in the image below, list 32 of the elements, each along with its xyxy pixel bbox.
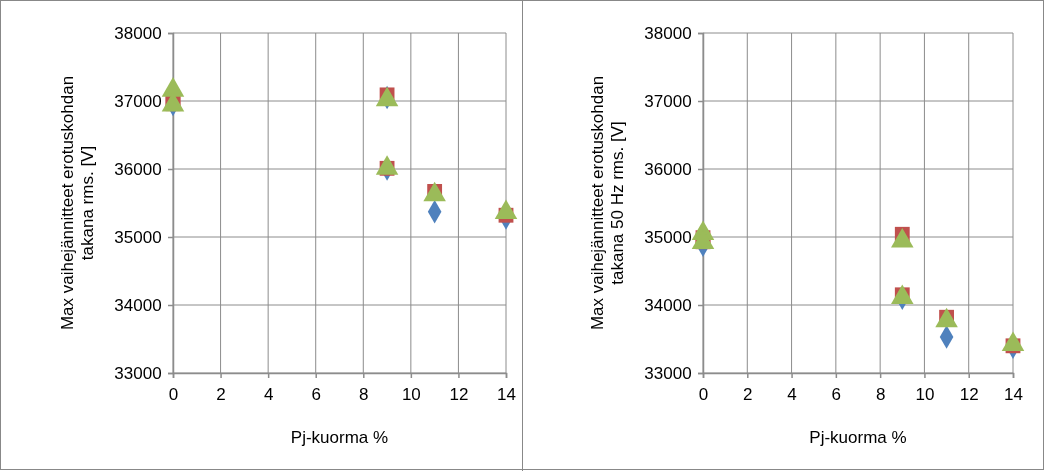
y-tick-label: 36000 <box>644 159 692 179</box>
x-tick-label: 10 <box>915 384 935 404</box>
x-tick-label: 12 <box>959 384 979 404</box>
x-tick-label: 14 <box>497 384 516 404</box>
x-tick-label: 0 <box>698 384 709 404</box>
x-tick-label: 2 <box>743 384 753 404</box>
y-tick-label: 33000 <box>644 363 692 383</box>
x-tick-label: 8 <box>875 384 886 404</box>
y-tick-label: 35000 <box>114 227 162 247</box>
y-tick-label: 35000 <box>644 227 692 247</box>
x-tick-label: 4 <box>263 384 274 404</box>
x-tick-label: 0 <box>168 384 179 404</box>
x-tick-label: 4 <box>787 384 797 404</box>
x-tick-label: 10 <box>401 384 421 404</box>
y-axis-title: Max vaihejännitteet erotuskohdan takana rms. [V] <box>58 75 98 331</box>
x-tick-label: 12 <box>449 384 469 404</box>
y-tick-label: 33000 <box>114 363 162 383</box>
x-tick-label: 14 <box>1004 384 1023 404</box>
y-tick-label: 37000 <box>644 91 692 111</box>
y-tick-label: 38000 <box>644 23 692 43</box>
y-tick-label: 38000 <box>114 23 162 43</box>
x-tick-label: 8 <box>359 384 369 404</box>
y-axis-title: Max vaihejännitteet erotuskohdan takana 50 Hz rms. [V] <box>588 75 628 331</box>
x-tick-label: 6 <box>831 384 842 404</box>
y-tick-label: 34000 <box>644 295 692 315</box>
y-tick-label: 37000 <box>114 91 162 111</box>
x-tick-label: 2 <box>216 384 226 404</box>
y-tick-label: 34000 <box>114 295 162 315</box>
x-axis-title: Pj-kuorma % <box>290 428 389 447</box>
x-tick-label: 6 <box>311 384 321 404</box>
y-tick-label: 36000 <box>114 159 162 179</box>
x-axis-title: Pj-kuorma % <box>809 428 907 447</box>
